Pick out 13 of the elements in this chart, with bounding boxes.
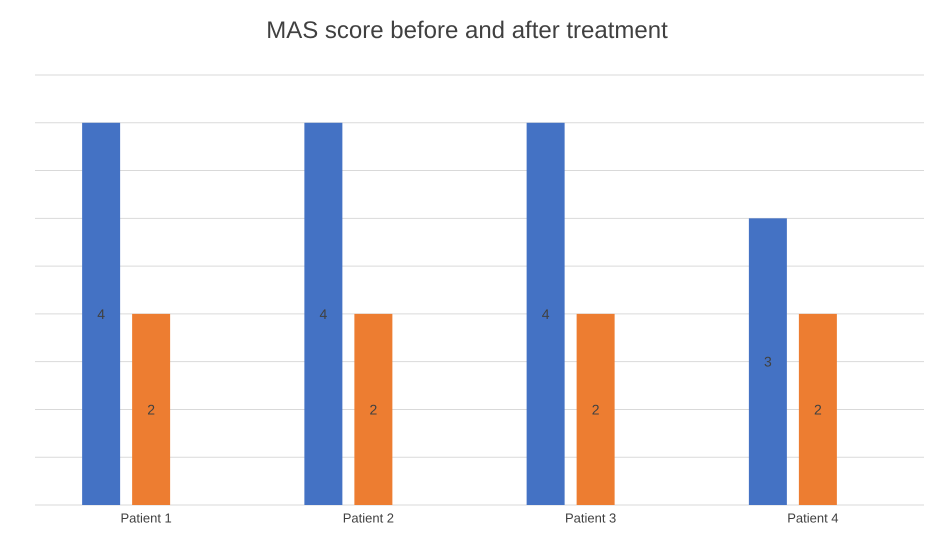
data-label: 2 bbox=[369, 401, 378, 418]
x-tick-label: Patient 4 bbox=[787, 510, 839, 526]
data-label: 2 bbox=[814, 401, 822, 418]
data-label: 4 bbox=[542, 306, 550, 322]
data-label: 3 bbox=[764, 354, 772, 370]
data-label: 4 bbox=[97, 306, 106, 322]
data-label: 2 bbox=[147, 401, 156, 418]
chart-title: MAS score before and after treatment bbox=[266, 17, 668, 44]
x-tick-label: Patient 3 bbox=[564, 510, 616, 526]
data-label: 2 bbox=[592, 401, 600, 418]
x-tick-label: Patient 2 bbox=[342, 510, 394, 526]
x-tick-label: Patient 1 bbox=[120, 510, 172, 526]
data-label: 4 bbox=[319, 306, 328, 322]
